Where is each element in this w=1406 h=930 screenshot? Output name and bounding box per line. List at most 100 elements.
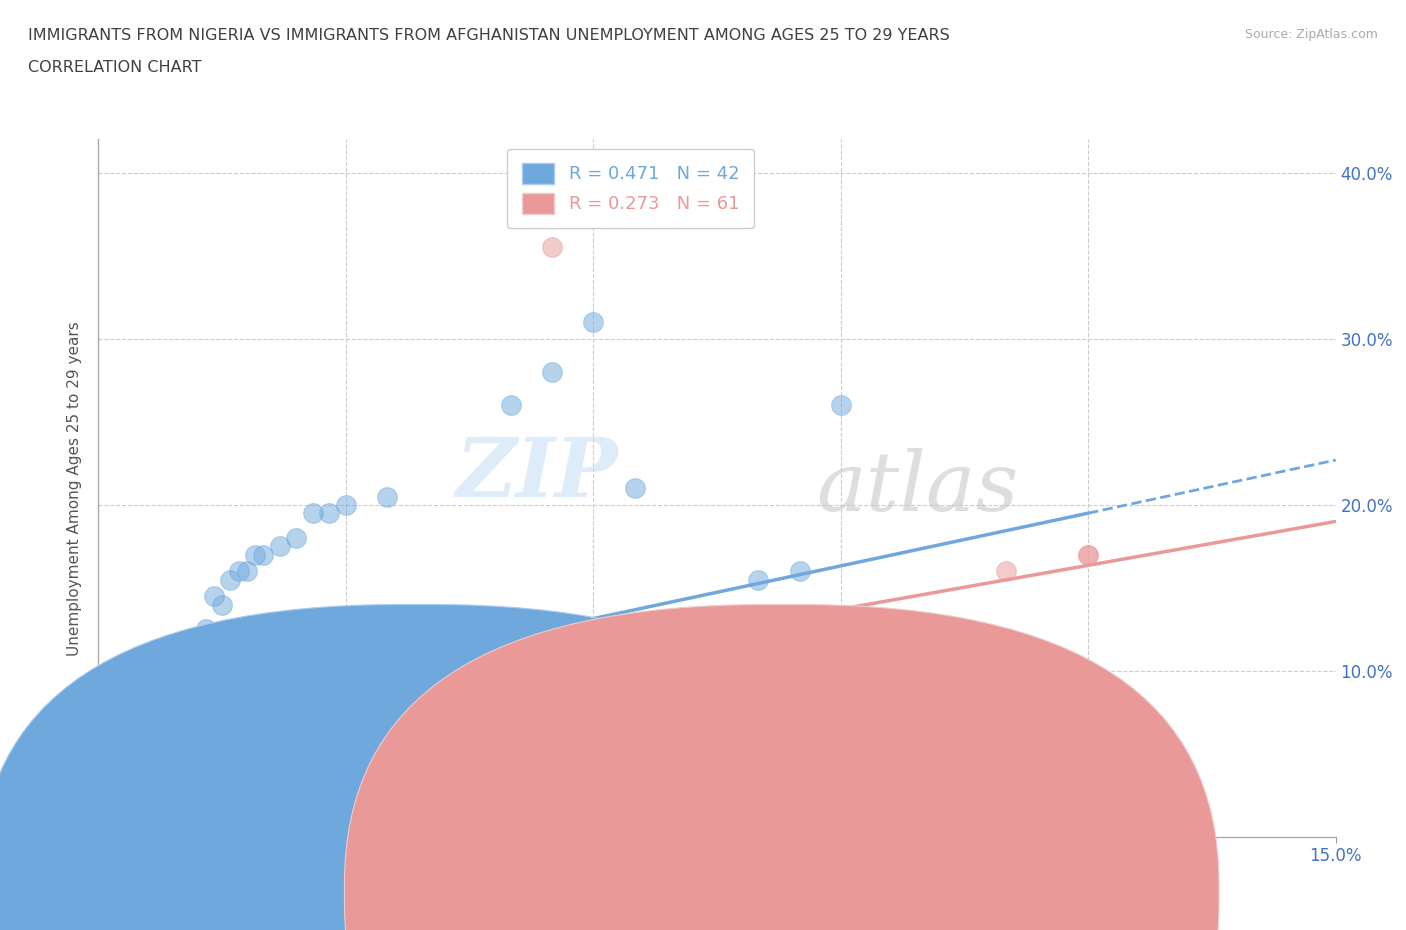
Y-axis label: Unemployment Among Ages 25 to 29 years: Unemployment Among Ages 25 to 29 years [67,321,83,656]
Point [112,697,135,711]
Point [202,722,225,737]
Point [433,663,456,678]
Point [194,713,217,728]
Text: ZIP: ZIP [456,434,619,514]
Point [186,631,208,645]
Point [1077,547,1099,562]
Point [789,631,811,645]
Point [582,314,605,329]
Point [120,688,142,703]
Point [830,631,852,645]
Point [128,738,150,753]
Point [170,671,193,686]
Point [228,705,250,720]
Point [243,688,266,703]
Point [418,747,440,762]
Point [994,688,1017,703]
Point [302,506,325,521]
Point [202,589,225,604]
Point [128,697,150,711]
Point [96,722,118,737]
Point [484,656,506,671]
Point [170,705,193,720]
Point [335,498,357,512]
Point [194,622,217,637]
Point [120,713,142,728]
Point [352,663,374,678]
Point [830,398,852,413]
Point [623,639,645,654]
Point [302,680,325,695]
Point [96,722,118,737]
Point [375,738,398,753]
Point [623,481,645,496]
Text: Immigrants from Afghanistan: Immigrants from Afghanistan [787,885,1012,900]
Point [153,730,176,745]
Point [269,539,291,554]
Point [499,398,522,413]
Point [145,688,167,703]
Point [153,680,176,695]
Point [994,564,1017,578]
Point [318,671,340,686]
Point [162,705,184,720]
Point [285,531,308,546]
Point [112,722,135,737]
Point [1077,713,1099,728]
Point [236,564,259,578]
Point [375,489,398,504]
Point [211,713,233,728]
Point [96,705,118,720]
Point [112,713,135,728]
Point [170,730,193,745]
Point [243,547,266,562]
Point [186,722,208,737]
Point [912,631,935,645]
Text: CORRELATION CHART: CORRELATION CHART [28,60,201,75]
Point [104,713,127,728]
Point [665,647,688,662]
Point [179,663,201,678]
Point [120,705,142,720]
Point [128,722,150,737]
Point [269,680,291,695]
Point [162,688,184,703]
Point [499,772,522,787]
Point [541,240,564,255]
Point [145,713,167,728]
Legend: R = 0.471   N = 42, R = 0.273   N = 61: R = 0.471 N = 42, R = 0.273 N = 61 [508,149,754,228]
Point [401,663,423,678]
Point [335,663,357,678]
Text: atlas: atlas [815,448,1018,528]
Point [96,738,118,753]
Text: Source: ZipAtlas.com: Source: ZipAtlas.com [1244,28,1378,41]
Point [541,365,564,379]
Point [145,738,167,753]
Point [219,705,242,720]
Point [104,713,127,728]
Point [136,730,159,745]
Point [706,639,728,654]
Point [120,730,142,745]
Point [136,722,159,737]
Point [789,564,811,578]
Point [747,572,769,587]
Text: IMMIGRANTS FROM NIGERIA VS IMMIGRANTS FROM AFGHANISTAN UNEMPLOYMENT AMONG AGES 2: IMMIGRANTS FROM NIGERIA VS IMMIGRANTS FR… [28,28,950,43]
Point [162,738,184,753]
Point [104,747,127,762]
Point [870,639,893,654]
Point [136,688,159,703]
Point [236,705,259,720]
Point [285,671,308,686]
Point [219,572,242,587]
Point [582,647,605,662]
Point [179,722,201,737]
Point [211,597,233,612]
Point [252,688,274,703]
Point [294,755,316,770]
Text: Immigrants from Nigeria: Immigrants from Nigeria [440,885,628,900]
Point [375,671,398,686]
Point [153,705,176,720]
Point [499,647,522,662]
Point [112,738,135,753]
